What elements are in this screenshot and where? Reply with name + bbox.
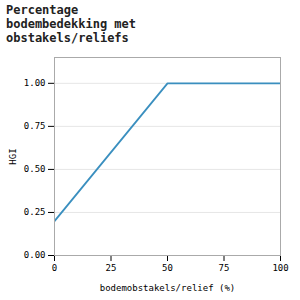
svg-text:0.75: 0.75 bbox=[24, 122, 46, 132]
svg-text:50: 50 bbox=[162, 263, 173, 273]
svg-text:bodemobstakels/relief (%): bodemobstakels/relief (%) bbox=[100, 283, 235, 293]
html-text:Percentage bodembedekking met: Percentage bodembedekking met obstakels/… bbox=[6, 3, 136, 45]
svg-text:1.00: 1.00 bbox=[24, 79, 46, 89]
svg-text:0.25: 0.25 bbox=[24, 208, 46, 218]
svg-text:0.50: 0.50 bbox=[24, 165, 46, 175]
svg-text:HGI: HGI bbox=[8, 149, 18, 165]
svg-text:0.00: 0.00 bbox=[24, 251, 46, 261]
svg-text:25: 25 bbox=[106, 263, 117, 273]
svg-text:100: 100 bbox=[272, 263, 288, 273]
svg-text:0: 0 bbox=[52, 263, 57, 273]
svg-text:75: 75 bbox=[219, 263, 230, 273]
